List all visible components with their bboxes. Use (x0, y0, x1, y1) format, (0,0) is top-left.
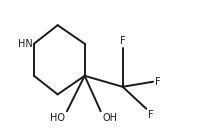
Text: F: F (155, 77, 160, 87)
Text: OH: OH (102, 113, 117, 123)
Text: HO: HO (50, 113, 65, 123)
Text: HN: HN (18, 39, 32, 49)
Text: F: F (148, 110, 154, 120)
Text: F: F (120, 36, 126, 46)
